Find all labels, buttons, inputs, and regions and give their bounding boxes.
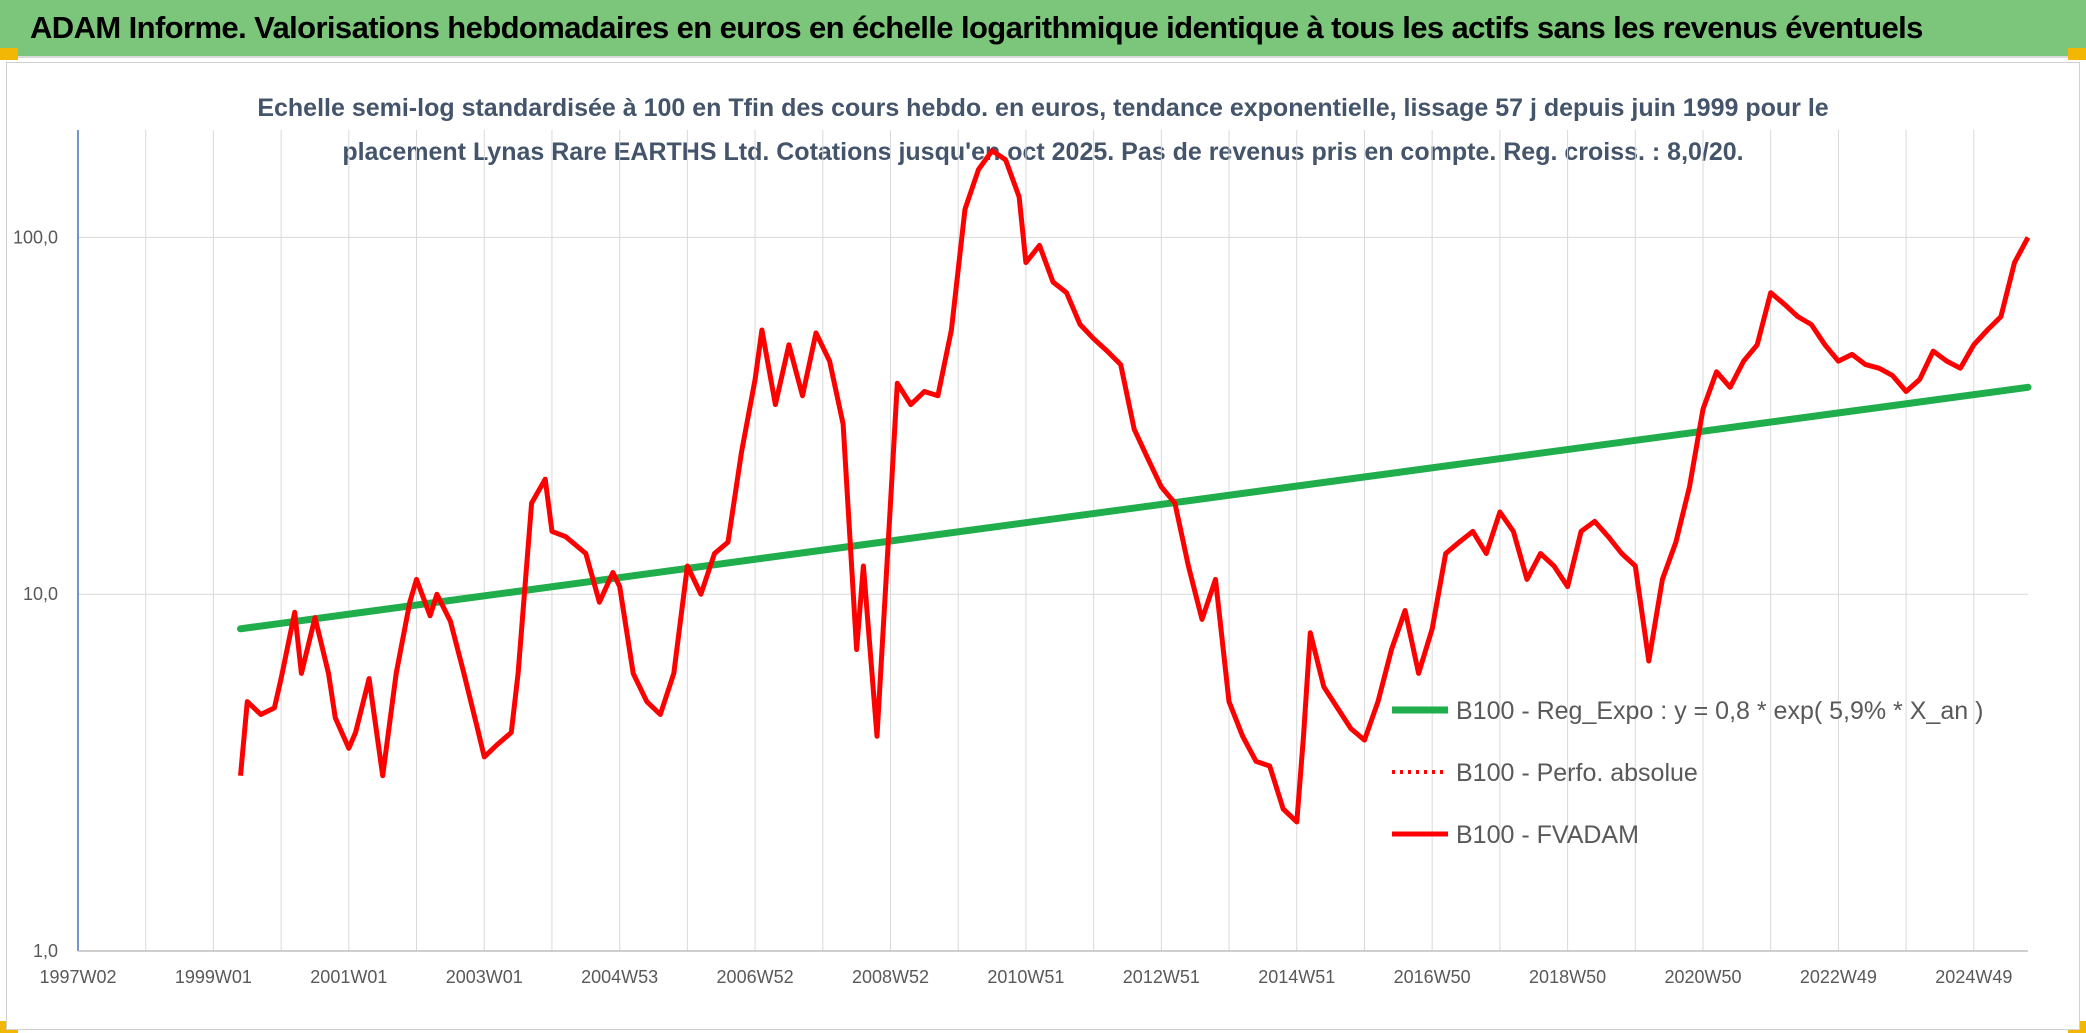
x-tick-label: 2006W52 bbox=[717, 967, 794, 987]
axes: 1997W02 1999W01 2001W01 2003W01 2004W53 2006W… bbox=[13, 130, 2028, 987]
x-tick-label: 1999W01 bbox=[175, 967, 252, 987]
x-tick-label: 2008W52 bbox=[852, 967, 929, 987]
y-tick-label: 100,0 bbox=[13, 227, 58, 247]
x-tick-label: 2018W50 bbox=[1529, 967, 1606, 987]
y-tick-label: 10,0 bbox=[23, 584, 58, 604]
corner-marker-top-right bbox=[2068, 48, 2086, 60]
report-header: ADAM Informe. Valorisations hebdomadaire… bbox=[0, 0, 2086, 58]
fvadam-line bbox=[238, 148, 2031, 825]
legend: B100 - Reg_Expo : y = 0,8 * exp( 5,9% * … bbox=[1392, 697, 1983, 849]
legend-label: B100 - Perfo. absolue bbox=[1456, 759, 1698, 787]
series bbox=[237, 148, 2032, 825]
x-tick-label: 2004W53 bbox=[581, 967, 658, 987]
x-tick-label: 2022W49 bbox=[1800, 967, 1877, 987]
corner-marker-top-left bbox=[0, 48, 18, 60]
grid-lines bbox=[77, 130, 2028, 952]
x-tick-label: 2001W01 bbox=[310, 967, 387, 987]
chart-title-line-1: Echelle semi-log standardisée à 100 en T… bbox=[257, 94, 1829, 122]
x-tick-label: 2016W50 bbox=[1394, 967, 1471, 987]
chart-title-line-2: placement Lynas Rare EARTHS Ltd. Cotatio… bbox=[342, 138, 1744, 166]
y-tick-label: 1,0 bbox=[33, 941, 58, 961]
legend-item: B100 - FVADAM bbox=[1392, 821, 1639, 849]
x-tick-label: 2020W50 bbox=[1664, 967, 1741, 987]
x-tick-label: 2024W49 bbox=[1935, 967, 2012, 987]
legend-item: B100 - Perfo. absolue bbox=[1392, 759, 1698, 787]
trend-line bbox=[237, 383, 2032, 633]
legend-label: B100 - FVADAM bbox=[1456, 821, 1639, 849]
x-tick-label: 2003W01 bbox=[446, 967, 523, 987]
x-tick-label: 2014W51 bbox=[1258, 967, 1335, 987]
legend-item: B100 - Reg_Expo : y = 0,8 * exp( 5,9% * … bbox=[1392, 697, 1983, 725]
x-tick-label: 2012W51 bbox=[1123, 967, 1200, 987]
report-title: ADAM Informe. Valorisations hebdomadaire… bbox=[30, 10, 1923, 45]
chart-title: Echelle semi-log standardisée à 100 en T… bbox=[0, 86, 2086, 174]
x-tick-label: 1997W02 bbox=[39, 967, 116, 987]
legend-label: B100 - Reg_Expo : y = 0,8 * exp( 5,9% * … bbox=[1456, 697, 1983, 725]
chart-area bbox=[6, 62, 2080, 1030]
x-tick-label: 2010W51 bbox=[987, 967, 1064, 987]
